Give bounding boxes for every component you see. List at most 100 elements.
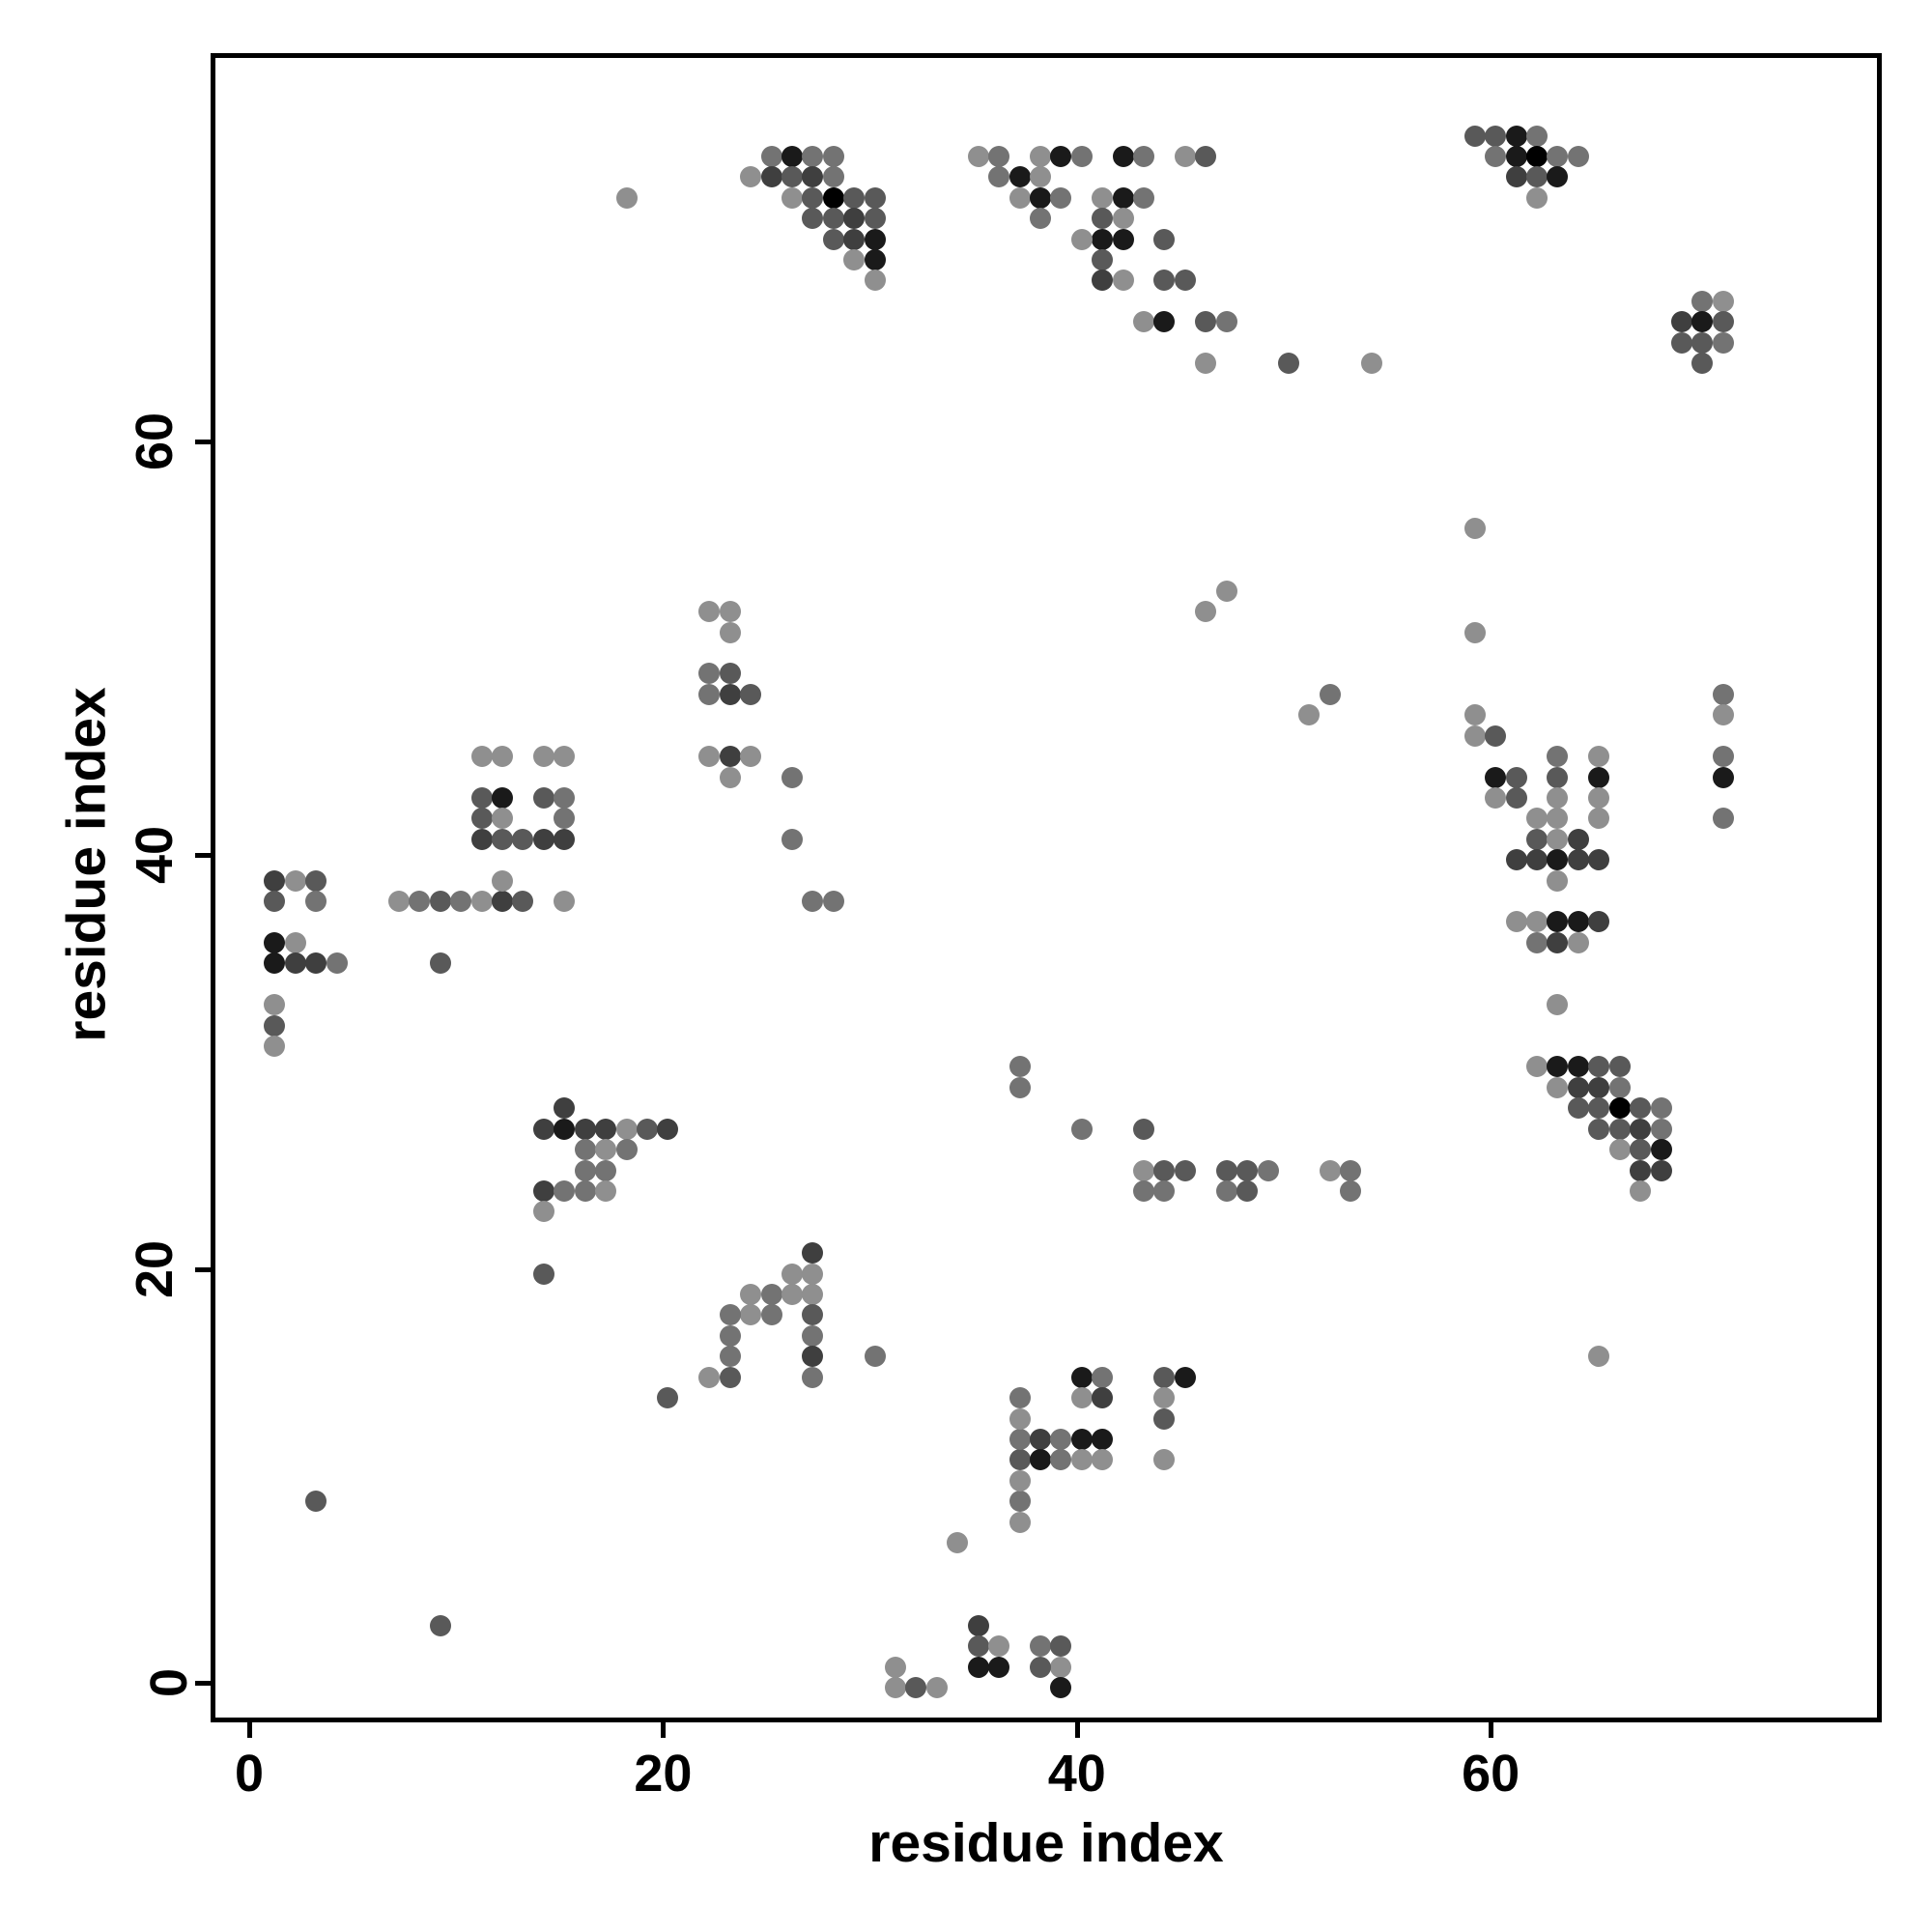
contact-point [1463, 704, 1486, 726]
contact-point [1567, 1056, 1589, 1078]
contact-point [1712, 683, 1734, 705]
contact-point [1526, 1056, 1548, 1078]
contact-point [1505, 766, 1527, 788]
contact-point [1691, 331, 1714, 354]
contact-point [532, 828, 554, 850]
contact-point [698, 663, 721, 685]
contact-point [1526, 828, 1548, 850]
contact-point [1029, 1428, 1051, 1450]
contact-point [1567, 1097, 1589, 1120]
contact-point [1463, 621, 1486, 643]
contact-point [1133, 145, 1155, 167]
contact-point [1153, 228, 1176, 250]
contact-point [1153, 1387, 1176, 1409]
contact-point [387, 891, 410, 913]
contact-point [1112, 228, 1134, 250]
x-axis-tick-label: 60 [1462, 1745, 1520, 1803]
contact-point [719, 1366, 741, 1388]
contact-point [719, 1324, 741, 1347]
contact-point [1485, 125, 1507, 147]
contact-point [1174, 270, 1196, 292]
contact-point [1588, 1118, 1610, 1140]
contact-point [554, 891, 576, 913]
contact-point [781, 145, 803, 167]
contact-point [1153, 1179, 1176, 1202]
y-axis-tick-label: 40 [125, 826, 184, 885]
contact-point [1070, 1387, 1093, 1409]
contact-point [1505, 125, 1527, 147]
contact-point [264, 891, 286, 913]
contact-point [1092, 1428, 1114, 1450]
contact-point [1526, 911, 1548, 933]
contact-point [1650, 1097, 1672, 1120]
contact-point [264, 931, 286, 953]
contact-point [1691, 311, 1714, 333]
contact-point [1588, 746, 1610, 768]
contact-point [1319, 1159, 1341, 1181]
contact-point [1588, 766, 1610, 788]
contact-point [470, 786, 493, 809]
contact-point [1526, 808, 1548, 830]
contact-point [1485, 724, 1507, 747]
contact-point [802, 186, 824, 209]
contact-point [1009, 166, 1031, 188]
contact-point [1547, 766, 1569, 788]
contact-point [1547, 1076, 1569, 1098]
contact-point [1009, 1449, 1031, 1471]
contact-point [781, 828, 803, 850]
contact-point [1070, 1366, 1093, 1388]
contact-point [409, 891, 431, 913]
contact-point [1050, 186, 1072, 209]
contact-point [781, 1284, 803, 1306]
contact-point [554, 746, 576, 768]
contact-point [1547, 994, 1569, 1016]
contact-point [1650, 1139, 1672, 1161]
contact-point [1567, 145, 1589, 167]
contact-point [1092, 208, 1114, 230]
contact-point [1691, 290, 1714, 312]
contact-point [1050, 1635, 1072, 1658]
contact-point [326, 952, 348, 975]
contact-point [698, 683, 721, 705]
x-axis-tick [1489, 1722, 1494, 1738]
contact-point [1009, 1056, 1031, 1078]
contact-point [719, 746, 741, 768]
contact-point [1588, 808, 1610, 830]
contact-point [1092, 270, 1114, 292]
contact-point [760, 1304, 782, 1326]
contact-point [1050, 1656, 1072, 1678]
contact-point [1463, 125, 1486, 147]
contact-point [822, 891, 844, 913]
contact-point [1009, 1428, 1031, 1450]
contact-point [532, 1201, 554, 1223]
contact-point [1029, 166, 1051, 188]
contact-point [1070, 228, 1093, 250]
contact-point [719, 1304, 741, 1326]
contact-point [1547, 911, 1569, 933]
contact-point [802, 145, 824, 167]
contact-point [1050, 1428, 1072, 1450]
contact-point [595, 1118, 617, 1140]
contact-point [512, 828, 534, 850]
contact-point [988, 1656, 1010, 1678]
contact-point [698, 601, 721, 623]
contact-point [843, 186, 866, 209]
contact-point [1112, 186, 1134, 209]
contact-point [760, 166, 782, 188]
contact-point [1712, 331, 1734, 354]
contact-point [532, 746, 554, 768]
contact-point [1050, 145, 1072, 167]
contact-point [1630, 1179, 1652, 1202]
contact-point [1029, 1656, 1051, 1678]
contact-point [1526, 849, 1548, 871]
contact-point [1567, 931, 1589, 953]
contact-point [1712, 808, 1734, 830]
contact-point [1050, 1449, 1072, 1471]
contact-point [1009, 1491, 1031, 1513]
contact-point [1630, 1139, 1652, 1161]
contact-point [864, 1346, 886, 1368]
contact-point [719, 601, 741, 623]
contact-point [967, 1656, 989, 1678]
contact-point [843, 228, 866, 250]
contact-point [1630, 1097, 1652, 1120]
